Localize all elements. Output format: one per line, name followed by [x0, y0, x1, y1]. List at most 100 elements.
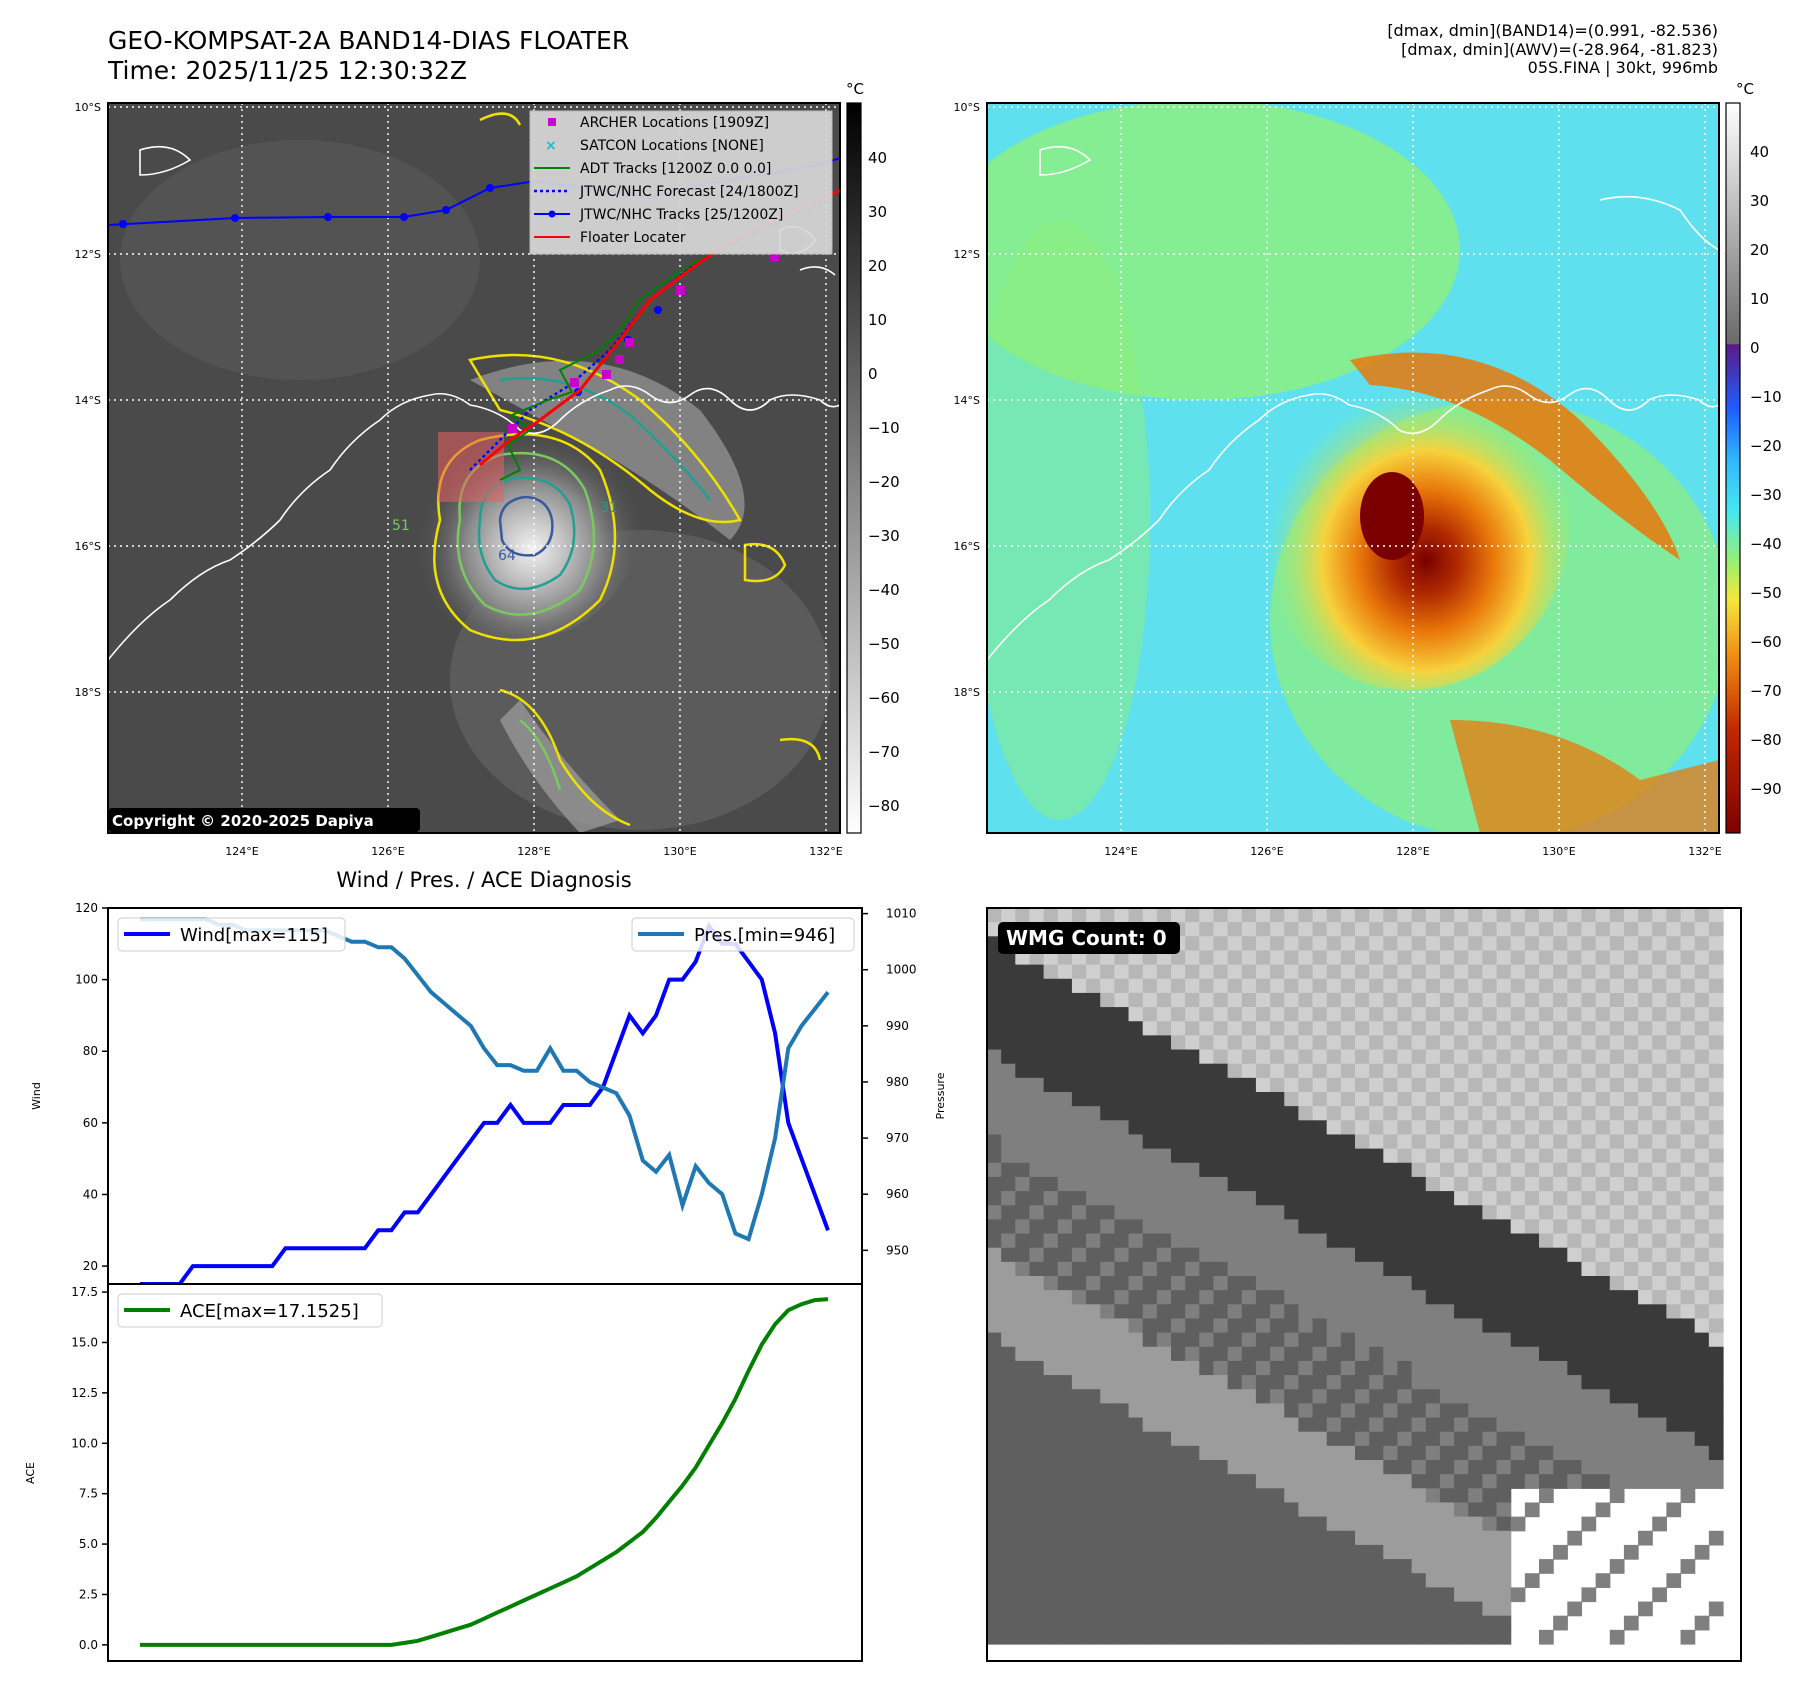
wmg-cell — [1199, 1445, 1215, 1461]
wmg-cell — [1454, 1247, 1469, 1263]
wmg-cell — [1383, 1134, 1399, 1150]
wmg-cell — [1496, 1544, 1512, 1560]
wmg-cell — [1510, 908, 1526, 923]
wmg-cell — [1652, 1318, 1667, 1334]
wmg-cell — [1680, 950, 1696, 966]
wmg-cell — [1057, 1332, 1073, 1348]
cb-tick: 30 — [1750, 192, 1769, 210]
wmg-cell — [1510, 1587, 1526, 1603]
wmg-cell — [1128, 1502, 1144, 1518]
wmg-cell — [1340, 1502, 1356, 1518]
wmg-cell — [1241, 1516, 1257, 1532]
wmg-cell — [1241, 964, 1257, 980]
wmg-cell — [1156, 1162, 1172, 1178]
wmg-cell — [1057, 1233, 1073, 1249]
wmg-cell — [1425, 1007, 1441, 1022]
wmg-cell — [1652, 1290, 1667, 1305]
wmg-cell — [1454, 1615, 1469, 1631]
wmg-cell — [1326, 1544, 1342, 1560]
wmg-cell — [1482, 1276, 1498, 1291]
wmg-cell — [1708, 1445, 1724, 1461]
wmg-cell — [1086, 1290, 1101, 1305]
wmg-cell — [1128, 1573, 1144, 1588]
wmg-cell — [1340, 1176, 1356, 1192]
wmg-cell — [1383, 1162, 1399, 1178]
wmg-cell — [1284, 1007, 1299, 1022]
wmg-cell — [1496, 1431, 1512, 1447]
wmg-cell — [1213, 908, 1229, 923]
wmg-cell — [1397, 1304, 1413, 1320]
wmg-cell — [1623, 1247, 1639, 1263]
wmg-cell — [1397, 1615, 1413, 1631]
wmg-cell — [1524, 1035, 1540, 1051]
wmg-cell — [1567, 950, 1583, 966]
wmg-cell — [1199, 1516, 1215, 1532]
wmg-cell — [1114, 1191, 1130, 1206]
wmg-cell — [1171, 1063, 1186, 1079]
wmg-cell — [1539, 1290, 1554, 1305]
wmg-cell — [1185, 1191, 1200, 1206]
wmg-cell — [1439, 1205, 1455, 1220]
wmg-cell — [1241, 922, 1257, 937]
wmg-cell — [1015, 950, 1031, 966]
wmg-cell — [1001, 1276, 1016, 1291]
wmg-cell — [1284, 1176, 1299, 1192]
cb-tick: −70 — [868, 743, 900, 761]
wmg-cell — [1425, 1629, 1441, 1645]
wmg-cell — [1666, 1318, 1682, 1334]
wmg-cell — [1609, 908, 1625, 923]
wmg-cell — [1652, 1092, 1667, 1107]
wmg-cell — [1171, 1290, 1186, 1305]
wmg-cell — [1312, 1063, 1328, 1079]
wmg-cell — [1298, 1233, 1314, 1249]
wmg-cell — [1156, 1148, 1172, 1164]
wmg-cell — [1666, 908, 1682, 923]
wmg-cell — [1255, 922, 1271, 937]
wmg-cell — [1142, 1162, 1158, 1178]
wmg-cell — [1340, 1290, 1356, 1305]
wmg-cell — [1524, 964, 1540, 980]
wmg-cell — [1638, 978, 1653, 994]
wmg-cell — [1213, 1573, 1229, 1588]
wmg-cell — [1510, 1261, 1526, 1277]
wmg-cell — [1355, 1474, 1370, 1489]
wmg-cell — [1086, 1516, 1101, 1532]
wmg-cell — [1581, 1431, 1597, 1447]
wmg-cell — [1539, 1304, 1554, 1320]
wmg-cell — [1284, 1516, 1299, 1532]
wmg-cell — [1539, 1460, 1554, 1475]
wmg-cell — [1100, 1162, 1115, 1178]
wmg-cell — [1086, 1431, 1101, 1447]
wmg-cell — [1171, 1417, 1186, 1433]
wmg-cell — [1185, 1573, 1200, 1588]
wmg-cell — [1369, 1304, 1384, 1320]
wmg-cell — [1609, 978, 1625, 994]
wmg-cell — [1411, 1488, 1427, 1504]
wmg-cell — [1652, 978, 1667, 994]
wmg-cell — [1171, 1092, 1186, 1107]
wmg-cell — [1694, 1092, 1710, 1107]
wmg-cell — [1015, 1162, 1031, 1178]
wmg-cell — [1255, 1021, 1271, 1036]
wmg-cell — [1199, 1544, 1215, 1560]
wmg-cell — [1284, 964, 1299, 980]
wmg-cell — [1001, 950, 1016, 966]
wmg-cell — [1553, 1332, 1568, 1348]
wmg-cell — [1496, 1162, 1512, 1178]
wmg-cell — [1001, 1205, 1016, 1220]
wmg-cell — [1383, 1403, 1399, 1419]
wmg-cell — [1638, 1332, 1653, 1348]
wmg-cell — [1171, 1629, 1186, 1645]
wmg-cell — [1369, 1516, 1384, 1532]
wmg-cell — [1623, 1106, 1639, 1121]
wmg-cell — [1270, 1049, 1285, 1065]
wmg-cell — [1454, 1276, 1469, 1291]
wmg-cell — [1312, 1007, 1328, 1022]
wmg-cell — [1694, 908, 1710, 923]
wmg-cell — [1369, 1148, 1384, 1164]
wmg-cell — [1496, 1290, 1512, 1305]
wmg-cell — [1524, 1176, 1540, 1192]
wmg-cell — [1270, 1120, 1285, 1136]
wmg-cell — [1468, 1318, 1483, 1334]
